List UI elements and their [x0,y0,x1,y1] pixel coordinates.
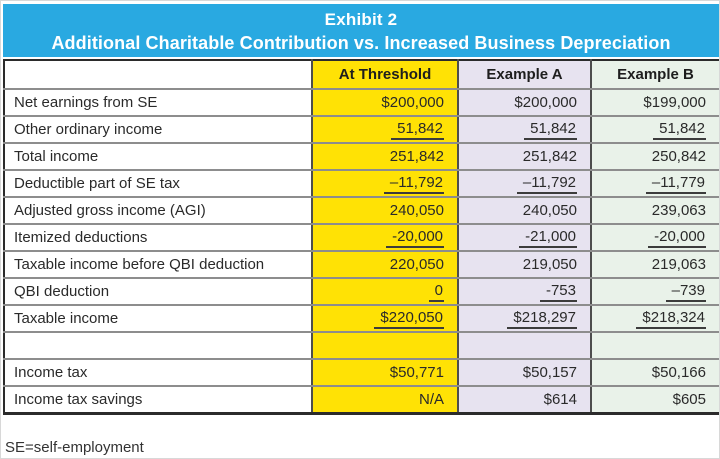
table-row-total-income: Total income 251,842 251,842 250,842 [3,142,719,171]
value-example-b: $50,166 [590,358,719,387]
value-example-a: 51,842 [457,115,592,144]
table-row-income-tax: Income tax $50,771 $50,157 $50,166 [3,358,719,387]
value-example-a: $200,000 [457,88,592,117]
row-label [3,331,313,360]
table-row-net-earnings: Net earnings from SE $200,000 $200,000 $… [3,88,719,117]
table-row-other-ordinary-income: Other ordinary income 51,842 51,842 51,8… [3,115,719,144]
value-at-threshold: –11,792 [311,169,459,198]
value-example-b: $605 [590,385,719,415]
value-at-threshold: 220,050 [311,250,459,279]
row-label: Adjusted gross income (AGI) [3,196,313,225]
table-row-income-tax-savings: Income tax savings N/A $614 $605 [3,385,719,415]
value-example-a: 251,842 [457,142,592,171]
value-example-b: 51,842 [590,115,719,144]
value-example-b: –11,779 [590,169,719,198]
value-example-b: 250,842 [590,142,719,171]
col-header-example-b: Example B [590,59,719,90]
value-example-b: $218,324 [590,304,719,333]
value-example-a [457,331,592,360]
col-header-at-threshold: At Threshold [311,59,459,90]
exhibit-title-bar: Exhibit 2 Additional Charitable Contribu… [3,4,719,57]
value-at-threshold: $220,050 [311,304,459,333]
value-at-threshold: 51,842 [311,115,459,144]
col-header-blank [3,59,313,90]
value-example-a: -753 [457,277,592,306]
value-at-threshold: 251,842 [311,142,459,171]
row-label: Itemized deductions [3,223,313,252]
value-at-threshold: 240,050 [311,196,459,225]
exhibit-title: Exhibit 2 [324,10,398,29]
exhibit-table: At Threshold Example A Example B Net ear… [3,59,719,415]
table-row-qbi-deduction: QBI deduction 0 -753 –739 [3,277,719,306]
table-row-taxable-income-before-qbi: Taxable income before QBI deduction 220,… [3,250,719,279]
row-label: Other ordinary income [3,115,313,144]
value-example-a: 219,050 [457,250,592,279]
table-row-itemized-deductions: Itemized deductions -20,000 -21,000 -20,… [3,223,719,252]
footnote-se-definition: SE=self-employment [5,439,144,456]
value-at-threshold [311,331,459,360]
value-example-a: 240,050 [457,196,592,225]
value-example-a: $614 [457,385,592,415]
value-at-threshold: $50,771 [311,358,459,387]
row-label: Taxable income [3,304,313,333]
row-label: Total income [3,142,313,171]
row-label: Income tax [3,358,313,387]
value-example-b: -20,000 [590,223,719,252]
value-example-a: –11,792 [457,169,592,198]
value-example-a: $218,297 [457,304,592,333]
value-example-b: –739 [590,277,719,306]
value-example-b: 239,063 [590,196,719,225]
table-row-spacer [3,331,719,360]
value-at-threshold: 0 [311,277,459,306]
value-example-b [590,331,719,360]
value-at-threshold: N/A [311,385,459,415]
row-label: Net earnings from SE [3,88,313,117]
value-example-a: $50,157 [457,358,592,387]
row-label: Taxable income before QBI deduction [3,250,313,279]
col-header-example-a: Example A [457,59,592,90]
value-example-b: $199,000 [590,88,719,117]
exhibit-subtitle: Additional Charitable Contribution vs. I… [51,33,671,53]
row-label: Deductible part of SE tax [3,169,313,198]
row-label: Income tax savings [3,385,313,415]
table-row-taxable-income: Taxable income $220,050 $218,297 $218,32… [3,304,719,333]
value-example-b: 219,063 [590,250,719,279]
value-example-a: -21,000 [457,223,592,252]
value-at-threshold: -20,000 [311,223,459,252]
table-row-agi: Adjusted gross income (AGI) 240,050 240,… [3,196,719,225]
table-row-deductible-se-tax: Deductible part of SE tax –11,792 –11,79… [3,169,719,198]
row-label: QBI deduction [3,277,313,306]
table-header-row: At Threshold Example A Example B [3,59,719,90]
value-at-threshold: $200,000 [311,88,459,117]
